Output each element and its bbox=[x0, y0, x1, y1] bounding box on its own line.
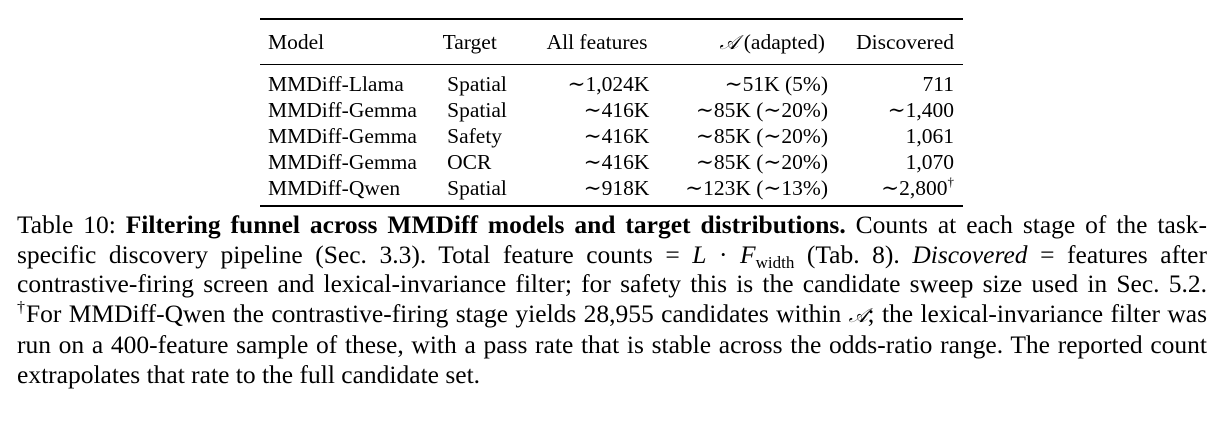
math-A: 𝒜 bbox=[848, 302, 868, 327]
table-bottom-rule bbox=[260, 205, 963, 207]
cell-adapted: ∼85K (∼20%) bbox=[695, 150, 828, 174]
cell-model: MMDiff-Gemma bbox=[268, 150, 417, 174]
cell-all-features: ∼416K bbox=[583, 98, 650, 122]
cell-target: Spatial bbox=[447, 176, 507, 200]
discovered-value: 1,061 bbox=[905, 124, 954, 148]
cell-target: OCR bbox=[447, 150, 492, 174]
table-row: MMDiff-Gemma OCR ∼416K ∼85K (∼20%) 1,070 bbox=[260, 149, 963, 175]
dagger-mark: † bbox=[947, 174, 955, 189]
discovered-value: 711 bbox=[922, 72, 954, 96]
adapted-symbol: 𝒜 bbox=[719, 30, 739, 54]
table-mid-rule bbox=[260, 64, 963, 65]
cell-all-features: ∼1,024K bbox=[567, 72, 650, 96]
cell-target: Spatial bbox=[447, 72, 507, 96]
cell-model: MMDiff-Qwen bbox=[268, 176, 401, 200]
caption-text: ; the lexical-invariance filter was run … bbox=[17, 298, 1207, 389]
discovered-value: 1,070 bbox=[905, 150, 954, 174]
math-F: F bbox=[740, 239, 756, 269]
header-model: Model bbox=[268, 30, 325, 54]
discovered-value: ∼1,400 bbox=[887, 98, 954, 122]
caption-italic-term: Discovered bbox=[912, 239, 1028, 269]
cell-discovered: 1,070 bbox=[828, 149, 963, 175]
table-row: MMDiff-Qwen Spatial ∼918K ∼123K (∼13%) ∼… bbox=[260, 175, 963, 205]
cell-all-features: ∼416K bbox=[583, 124, 650, 148]
table-row: MMDiff-Llama Spatial ∼1,024K ∼51K (5%) 7… bbox=[260, 65, 963, 97]
table-body: MMDiff-Llama Spatial ∼1,024K ∼51K (5%) 7… bbox=[260, 65, 963, 205]
math-dot: · bbox=[706, 239, 741, 269]
table-row: MMDiff-Gemma Safety ∼416K ∼85K (∼20%) 1,… bbox=[260, 123, 963, 149]
header-all-features: All features bbox=[546, 30, 648, 54]
cell-adapted: ∼85K (∼20%) bbox=[695, 98, 828, 122]
adapted-label: (adapted) bbox=[738, 30, 825, 54]
math-subscript: width bbox=[755, 252, 795, 272]
header-discovered: Discovered bbox=[856, 30, 954, 54]
table-top-rule bbox=[260, 18, 963, 20]
caption-title: Filtering funnel across MMDiff models an… bbox=[125, 210, 846, 239]
table-header: Model Target All features 𝒜 (adapted) Di… bbox=[260, 20, 963, 64]
table-caption: Table 10: Filtering funnel across MMDiff… bbox=[17, 210, 1207, 389]
table-row: MMDiff-Gemma Spatial ∼416K ∼85K (∼20%) ∼… bbox=[260, 97, 963, 123]
math-L: L bbox=[692, 239, 707, 269]
results-table: Model Target All features 𝒜 (adapted) Di… bbox=[260, 18, 963, 207]
caption-text: For MMDiff-Qwen the contrastive-firing s… bbox=[25, 298, 849, 328]
cell-adapted: ∼85K (∼20%) bbox=[695, 124, 828, 148]
cell-discovered: ∼1,400 bbox=[828, 97, 963, 123]
dagger-mark: † bbox=[17, 298, 26, 316]
discovered-value: ∼2,800 bbox=[881, 176, 948, 200]
header-target: Target bbox=[442, 30, 497, 54]
caption-text: = features after contrastive-firing scre… bbox=[17, 239, 1207, 299]
cell-discovered: 711 bbox=[828, 65, 963, 97]
table-header-row: Model Target All features 𝒜 (adapted) Di… bbox=[260, 20, 963, 64]
cell-adapted: ∼123K (∼13%) bbox=[685, 176, 828, 200]
cell-model: MMDiff-Gemma bbox=[268, 124, 417, 148]
header-adapted: 𝒜 (adapted) bbox=[647, 20, 824, 64]
caption-text: Counts at each stage of the task-specifi… bbox=[17, 210, 1207, 269]
cell-adapted: ∼51K (5%) bbox=[724, 72, 828, 96]
cell-model: MMDiff-Gemma bbox=[268, 98, 417, 122]
cell-target: Spatial bbox=[447, 98, 507, 122]
cell-all-features: ∼918K bbox=[583, 176, 650, 200]
cell-target: Safety bbox=[447, 124, 503, 148]
cell-discovered: 1,061 bbox=[828, 123, 963, 149]
cell-all-features: ∼416K bbox=[583, 150, 650, 174]
cell-model: MMDiff-Llama bbox=[268, 72, 404, 96]
caption-text: (Tab. 8). bbox=[794, 239, 913, 269]
cell-discovered: ∼2,800† bbox=[828, 175, 963, 205]
caption-label: Table 10: bbox=[17, 210, 126, 239]
